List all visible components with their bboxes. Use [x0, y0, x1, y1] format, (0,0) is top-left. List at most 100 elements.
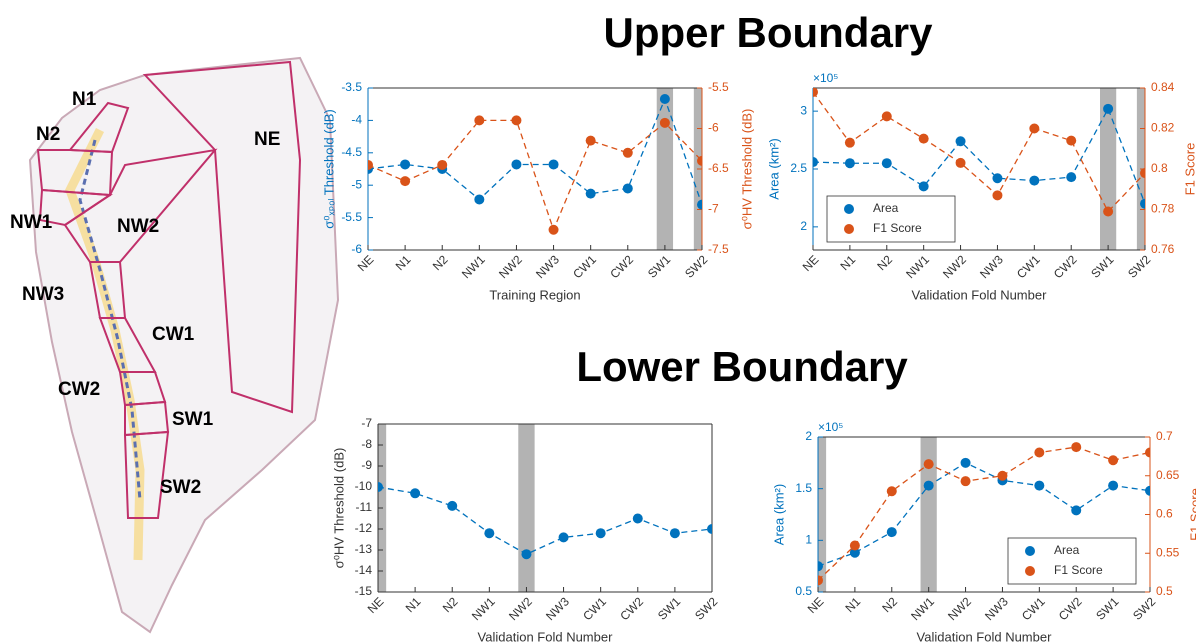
y-tick-label: -7: [361, 416, 372, 430]
legend-label: F1 Score: [873, 221, 922, 235]
x-tick-label: N1: [393, 252, 414, 273]
data-point: [919, 134, 929, 144]
legend-marker: [844, 224, 854, 234]
highlight-band: [518, 424, 534, 592]
data-point: [1108, 455, 1118, 465]
y-tick-label: -10: [355, 479, 373, 493]
y2-tick-label: 0.82: [1151, 121, 1175, 135]
data-point: [887, 486, 897, 496]
data-point: [1029, 124, 1039, 134]
y-tick-label: 3: [800, 103, 807, 117]
y-tick-label: -15: [355, 584, 373, 598]
y2-tick-label: 0.55: [1156, 545, 1180, 559]
data-point: [1066, 136, 1076, 146]
data-point: [956, 158, 966, 168]
y2-axis-label: σ⁰HV Threshold (dB): [739, 109, 754, 230]
data-point: [992, 173, 1002, 183]
data-point: [1140, 168, 1150, 178]
data-point: [559, 532, 569, 542]
plot-area: [378, 424, 712, 592]
data-point: [586, 189, 596, 199]
x-tick-label: CW2: [1051, 252, 1080, 281]
data-point: [484, 528, 494, 538]
data-point: [813, 575, 823, 585]
x-tick-label: NE: [800, 252, 822, 274]
x-tick-label: NW3: [533, 252, 562, 281]
data-point: [887, 527, 897, 537]
y-tick-label: 2: [800, 219, 807, 233]
y-tick-label: -11: [356, 500, 373, 514]
data-point: [1140, 199, 1150, 209]
data-point: [623, 183, 633, 193]
y2-tick-label: -6: [708, 121, 719, 135]
y2-axis-label: F1 Score: [1187, 488, 1196, 541]
x-tick-label: NW2: [945, 594, 974, 623]
data-point: [596, 528, 606, 538]
y2-tick-label: -7.5: [708, 242, 729, 256]
data-point: [961, 458, 971, 468]
x-tick-label: SW2: [1125, 252, 1154, 281]
x-tick-label: CW1: [580, 594, 609, 623]
y2-tick-label: 0.78: [1151, 202, 1175, 216]
y-tick-label: 2: [805, 429, 812, 443]
x-tick-label: NW1: [903, 252, 932, 281]
data-point: [1103, 207, 1113, 217]
x-tick-label: CW2: [617, 594, 646, 623]
y2-tick-label: 0.5: [1156, 584, 1173, 598]
data-point: [845, 158, 855, 168]
x-tick-label: N2: [440, 594, 461, 615]
data-point: [1145, 486, 1155, 496]
y-axis-label: Area (km²): [766, 138, 781, 199]
data-point: [623, 148, 633, 158]
x-tick-label: NW3: [543, 594, 572, 623]
data-point: [956, 136, 966, 146]
x-tick-label: NW2: [496, 252, 525, 281]
x-axis-label: Validation Fold Number: [917, 629, 1053, 644]
x-tick-label: CW1: [570, 252, 599, 281]
y2-tick-label: 0.84: [1151, 80, 1175, 94]
legend-label: F1 Score: [1054, 563, 1103, 577]
data-point: [882, 111, 892, 121]
data-point: [697, 156, 707, 166]
data-point: [511, 159, 521, 169]
legend-label: Area: [1054, 543, 1080, 557]
map-label: NW2: [117, 216, 159, 237]
legend-marker: [1025, 566, 1035, 576]
data-point: [447, 501, 457, 511]
data-point: [549, 225, 559, 235]
data-point: [670, 528, 680, 538]
data-point: [997, 471, 1007, 481]
x-tick-label: NW2: [506, 594, 535, 623]
highlight-band: [657, 88, 673, 250]
x-tick-label: N2: [874, 252, 895, 273]
y2-tick-label: -6.5: [708, 161, 729, 175]
data-point: [410, 488, 420, 498]
y-tick-label: -6: [351, 242, 362, 256]
y-tick-label: -5.5: [341, 210, 362, 224]
y2-tick-label: 0.7: [1156, 429, 1173, 443]
y-multiplier: ×10⁵: [818, 420, 843, 434]
data-point: [660, 94, 670, 104]
x-tick-label: SW1: [645, 252, 674, 281]
map-label: CW2: [58, 379, 100, 400]
x-tick-label: CW1: [1014, 252, 1043, 281]
y2-tick-label: -5.5: [708, 80, 729, 94]
y2-tick-label: 0.8: [1151, 161, 1168, 175]
data-point: [1071, 505, 1081, 515]
map-label: NW1: [10, 212, 53, 233]
map: N1 N2 NE NW1 NW2 NW3 CW1 CW2 SW1 SW2: [10, 58, 338, 632]
data-point: [549, 159, 559, 169]
y-tick-label: -8: [361, 437, 372, 451]
data-point: [808, 157, 818, 167]
map-label: N1: [72, 89, 97, 110]
x-axis-label: Validation Fold Number: [912, 287, 1048, 302]
data-point: [1108, 481, 1118, 491]
y-tick-label: 1.5: [795, 481, 812, 495]
x-tick-label: SW1: [1093, 594, 1122, 623]
data-point: [1145, 448, 1155, 458]
data-point: [437, 160, 447, 170]
x-tick-label: NW1: [459, 252, 488, 281]
x-tick-label: N2: [430, 252, 451, 273]
y-tick-label: 1: [805, 533, 812, 547]
x-tick-label: SW2: [682, 252, 711, 281]
